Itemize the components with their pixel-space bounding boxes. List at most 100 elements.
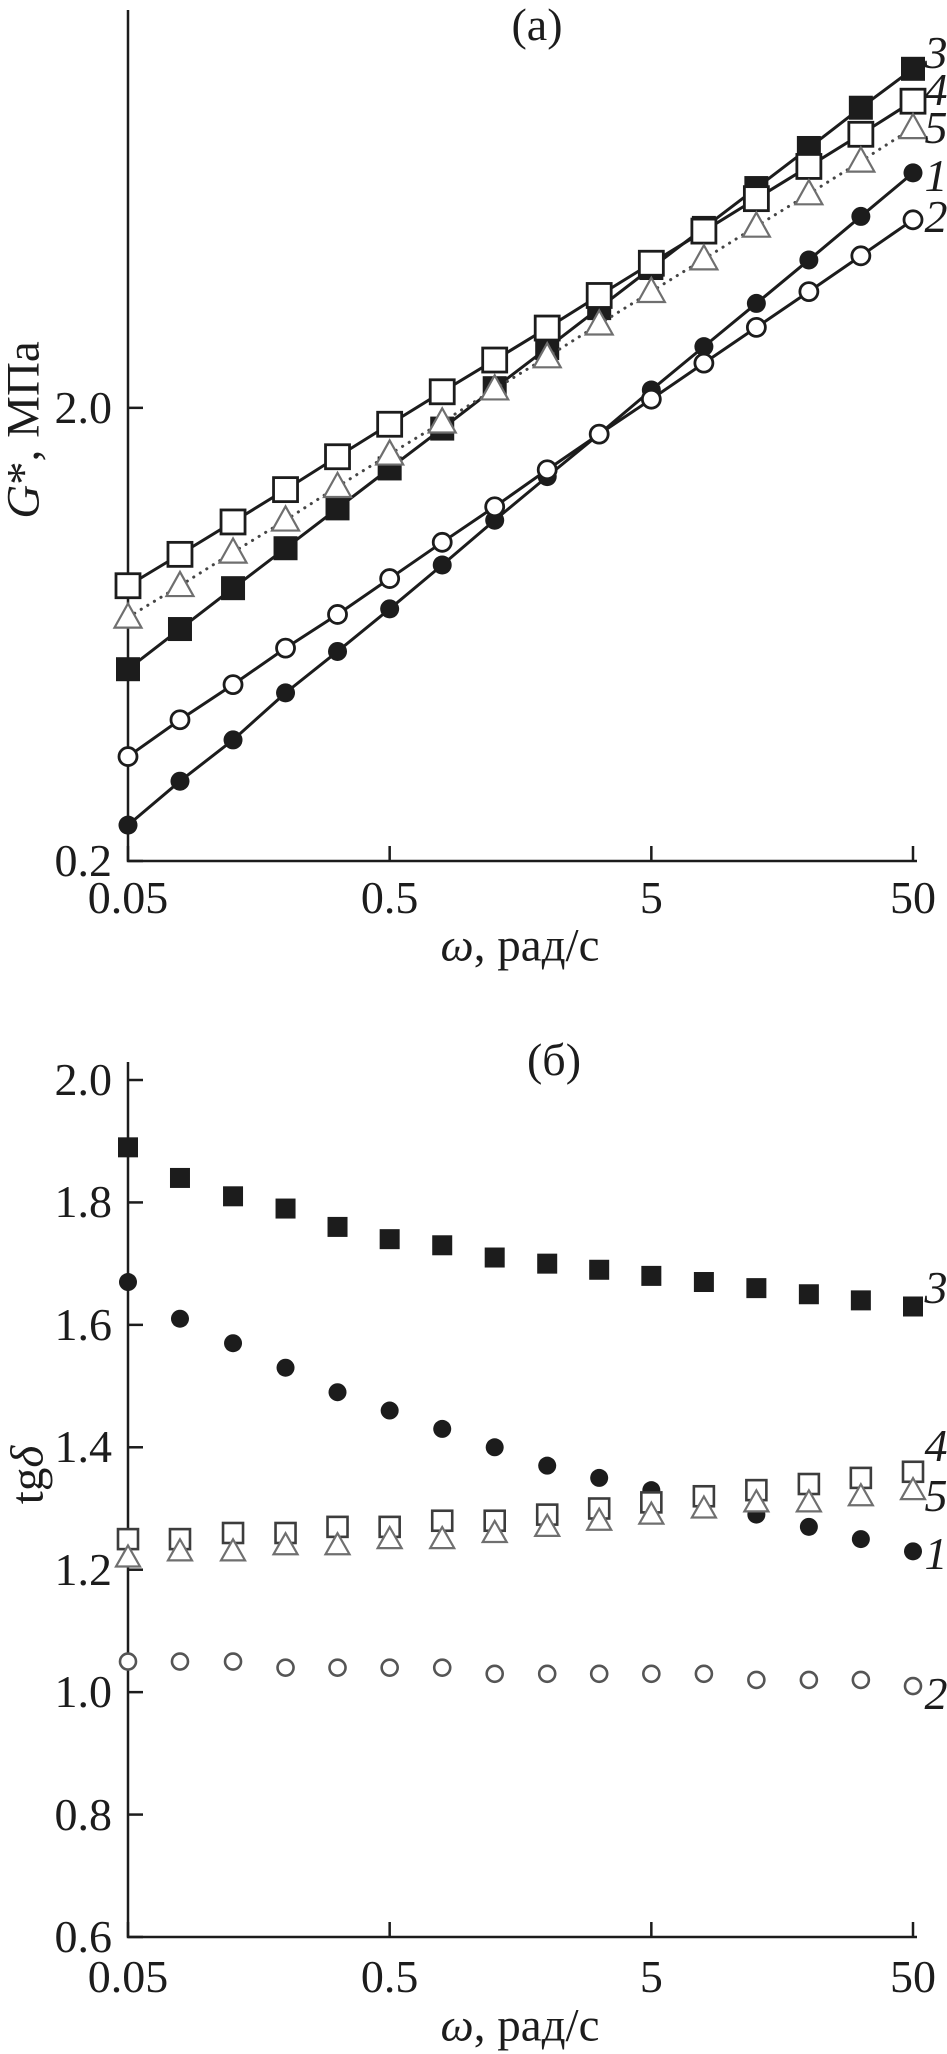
marker-triangle-open: [428, 1524, 457, 1550]
marker-triangle-open: [533, 1512, 562, 1537]
marker-square-open: [166, 540, 194, 568]
marker-circle-open: [276, 1658, 295, 1677]
marker-circle-open: [903, 1676, 923, 1696]
chart-b-xlabel-units: , рад/с: [473, 1999, 600, 2052]
marker-circle-open: [223, 1652, 243, 1671]
marker-square-filled: [432, 1235, 453, 1256]
marker-circle-open: [170, 1652, 190, 1671]
marker-triangle-open: [164, 569, 196, 598]
chart-b-x-axis-label: ω, рад/с: [441, 1999, 600, 2052]
marker-circle-filled: [904, 1542, 922, 1561]
marker-triangle-open: [219, 1537, 247, 1562]
marker-circle-open: [222, 674, 244, 696]
marker-circle-filled: [170, 1309, 189, 1328]
chart-b-series-5: [114, 1475, 927, 1568]
marker-square-open: [742, 185, 770, 213]
marker-circle-open: [485, 1664, 504, 1684]
chart-b-ylabel-symbol: δ: [1, 1445, 54, 1468]
chart-b-y-tick-label-1.8: 1.8: [54, 1176, 113, 1228]
marker-circle-open: [745, 316, 767, 338]
marker-triangle-open: [271, 1531, 300, 1556]
marker-circle-open: [432, 1658, 452, 1677]
chart-b-x-tick-label-50: 50: [890, 1951, 936, 2002]
marker-square-open: [795, 153, 823, 180]
marker-square-filled: [850, 1290, 871, 1311]
chart-a-y-tick-label-0.2: 0.2: [54, 835, 113, 886]
marker-circle-filled: [170, 771, 190, 791]
marker-circle-filled: [224, 1334, 243, 1353]
chart-b-series-2: [118, 1652, 923, 1696]
marker-circle-open: [118, 1652, 138, 1671]
marker-circle-filled: [223, 730, 243, 750]
chart-b: [114, 1062, 927, 1939]
chart-b-y-axis-label: tgδ: [1, 1445, 54, 1505]
chart-b-axes: [126, 1062, 917, 1939]
marker-triangle-open: [531, 340, 563, 369]
marker-circle-open: [642, 1664, 661, 1684]
marker-square-open: [219, 508, 247, 536]
marker-triangle-open: [689, 1494, 718, 1519]
marker-square-open: [324, 443, 351, 471]
chart-b-y-tick-label-1.4: 1.4: [54, 1421, 113, 1473]
chart-b-x-tick-label-0.5: 0.5: [360, 1951, 419, 2002]
chart-b-y-tick-label-0.6: 0.6: [54, 1911, 113, 1962]
chart-a-series-3: [116, 56, 925, 682]
marker-triangle-open: [480, 1518, 509, 1544]
marker-circle-open: [640, 388, 662, 410]
chart-a-series-label-5: 5: [924, 102, 947, 153]
chart-b-series-3: [118, 1137, 923, 1317]
chart-a-y-axis-label: G*, МПа: [0, 341, 50, 519]
marker-circle-filled: [328, 641, 348, 661]
marker-circle-open: [850, 245, 872, 267]
marker-circle-open: [537, 1664, 557, 1684]
marker-triangle-open: [845, 145, 877, 173]
marker-circle-filled: [903, 163, 923, 183]
marker-square-filled: [275, 1198, 296, 1219]
chart-a-series-2: [117, 209, 924, 767]
marker-square-filled: [589, 1259, 610, 1280]
marker-square-open: [114, 572, 142, 600]
marker-circle-filled: [590, 1468, 609, 1487]
marker-triangle-open: [583, 308, 615, 336]
marker-circle-open: [747, 1670, 766, 1690]
marker-square-filled: [901, 56, 925, 81]
marker-triangle-open: [270, 504, 301, 532]
chart-b-y-tick-label-2.0: 2.0: [54, 1054, 113, 1105]
marker-square-filled: [537, 1253, 558, 1274]
chart-b-y-tick-label-1.6: 1.6: [54, 1298, 113, 1350]
marker-square-open: [690, 217, 718, 245]
marker-circle-filled: [119, 1273, 137, 1292]
marker-triangle-open: [323, 1531, 352, 1556]
marker-circle-open: [484, 496, 506, 518]
marker-circle-open: [536, 459, 558, 481]
marker-triangle-open: [742, 1488, 771, 1513]
marker-square-open: [481, 346, 509, 374]
marker-triangle-open: [426, 406, 458, 434]
chart-a-xlabel-symbol: ω: [440, 919, 474, 972]
series-line: [127, 171, 914, 827]
marker-triangle-open: [688, 242, 720, 271]
marker-square-filled: [848, 95, 873, 120]
chart-b-y-tick-label-0.8: 0.8: [54, 1788, 113, 1840]
marker-square-filled: [273, 536, 298, 561]
axis-spines: [126, 1062, 917, 1939]
marker-circle-open: [117, 746, 139, 767]
chart-a-xlabel-units: , рад/с: [473, 919, 600, 972]
marker-circle-filled: [380, 599, 400, 619]
series-line: [126, 126, 915, 619]
marker-circle-open: [275, 637, 296, 659]
marker-circle-filled: [485, 1438, 504, 1457]
marker-circle-open: [327, 604, 348, 625]
chart-a-x-tick-label-0.05: 0.05: [87, 872, 169, 923]
chart-b-series-label-3: 3: [924, 1262, 947, 1313]
chart-a-x-axis-label: ω, рад/с: [440, 919, 600, 972]
marker-circle-open: [589, 1664, 609, 1684]
marker-square-filled: [223, 1186, 244, 1207]
marker-circle-filled: [538, 1456, 557, 1475]
marker-circle-open: [798, 281, 820, 303]
marker-circle-filled: [276, 683, 296, 703]
marker-square-filled: [379, 1229, 400, 1250]
marker-circle-open: [328, 1658, 347, 1677]
marker-triangle-open: [846, 1482, 875, 1507]
chart-b-ylabel-pre: tg: [1, 1467, 54, 1505]
